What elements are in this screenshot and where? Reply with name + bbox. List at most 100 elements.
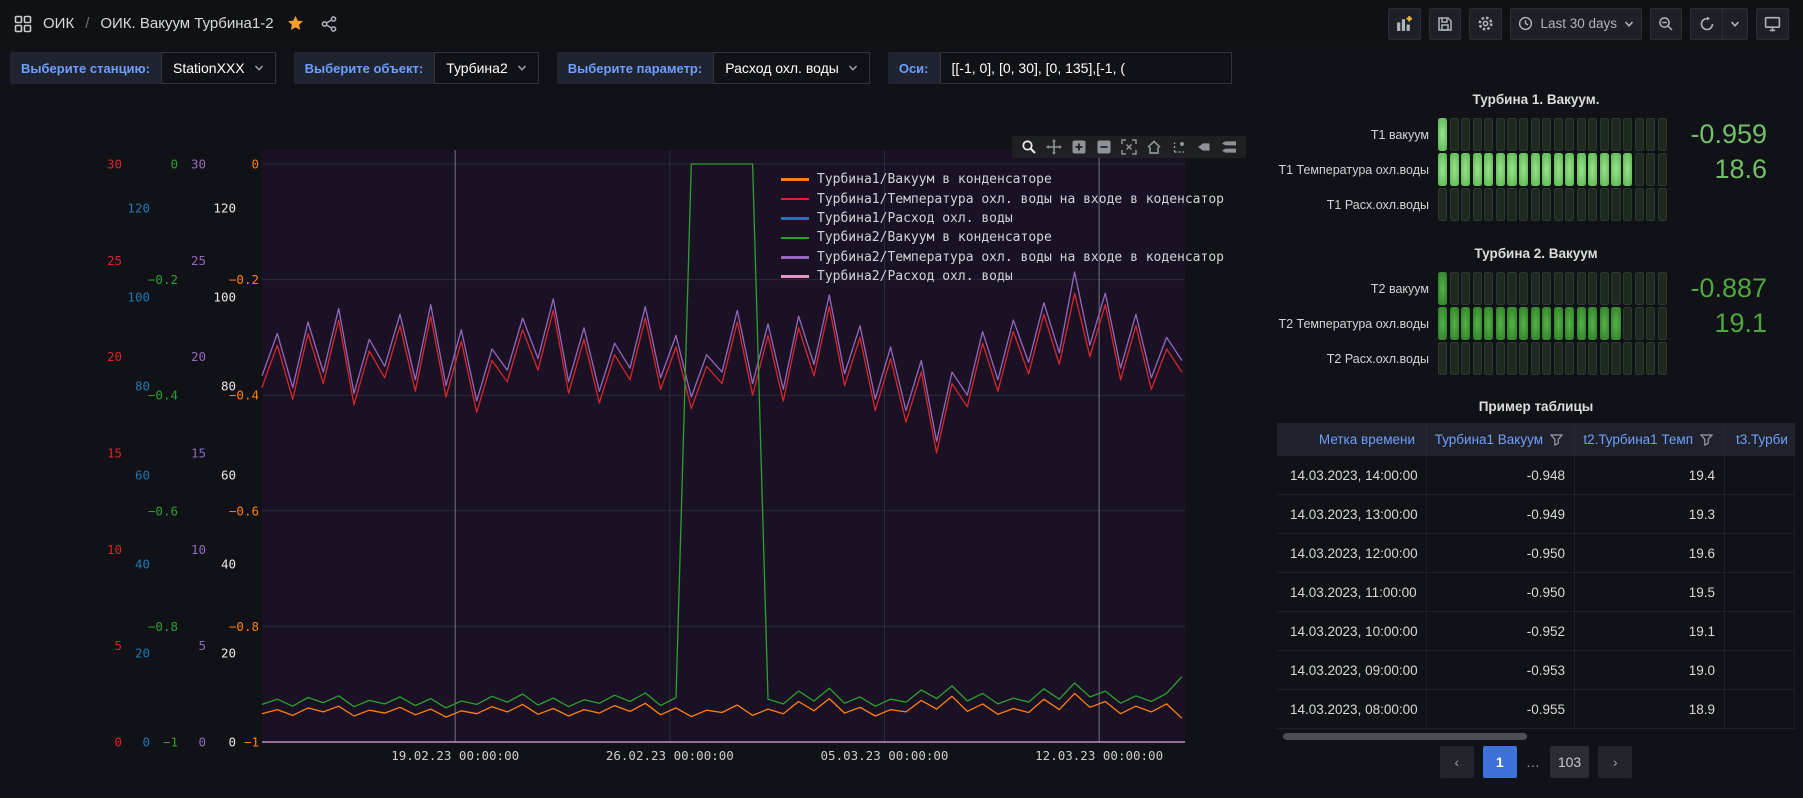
hover-closest-icon[interactable] [1196,139,1212,155]
zoom-icon[interactable] [1021,139,1037,155]
gauge-segment [1577,118,1586,151]
timeseries-chart[interactable]: 3025201510501201008060402000−0.2−0.4−0.6… [0,0,1277,798]
table-horizontal-scrollbar[interactable] [1283,733,1527,740]
gauge-bar [1438,118,1667,151]
gauge-segment [1473,342,1482,375]
refresh-button-group [1690,8,1748,40]
gauge-segment [1554,307,1563,340]
gauge-segment [1484,307,1493,340]
table-row[interactable]: 14.03.2023, 14:00:00-0.94819.4 [1277,456,1795,495]
page-button-last[interactable]: 103 [1550,746,1589,778]
legend-swatch [781,178,809,181]
gauge-segment [1600,153,1609,186]
legend-item[interactable]: Турбина2/Вакуум в конденсаторе [781,228,1224,247]
gauge-segment [1623,272,1632,305]
gauge-segment [1542,342,1551,375]
svg-text:−0.2: −0.2 [229,272,259,287]
zoom-out-time-button[interactable] [1650,8,1682,40]
tv-mode-button[interactable] [1756,8,1789,40]
refresh-interval-dropdown[interactable] [1722,8,1748,40]
gauge-segment [1646,307,1655,340]
gauge-segment [1577,153,1586,186]
gauge-segment [1600,188,1609,221]
pan-icon[interactable] [1046,139,1062,155]
gauge-segment [1588,188,1597,221]
dashboard-settings-button[interactable] [1469,8,1502,40]
time-range-label: Last 30 days [1540,16,1617,31]
gauge-bar [1438,153,1667,186]
gauge-segment [1542,153,1551,186]
legend-swatch [781,275,809,278]
gauge-value: -0.959 [1667,118,1795,151]
table-row[interactable]: 14.03.2023, 10:00:00-0.95219.1 [1277,612,1795,651]
save-dashboard-button[interactable] [1429,8,1461,40]
previous-page-button[interactable]: ‹ [1440,746,1474,778]
timestamp-cell: 14.03.2023, 12:00:00 [1277,534,1427,572]
gauge-bar [1438,342,1667,375]
gauge-row: Т2 вакуум-0.887 [1277,272,1795,305]
gauge-segment [1588,118,1597,151]
svg-text:−0.6: −0.6 [148,503,178,518]
gauge-value: -0.887 [1667,272,1795,305]
table-column-header[interactable]: t2.Турбина1 Темп [1575,423,1725,456]
gauge-segment [1611,342,1620,375]
gauge-segment [1554,188,1563,221]
gauge-label: Т1 Температура охл.воды [1277,163,1438,177]
value-cell: 19.6 [1575,534,1725,572]
value-cell: 19.0 [1575,651,1725,689]
gauge-segment [1531,188,1540,221]
table-column-header[interactable]: Метка времени [1277,423,1427,456]
page-button-current[interactable]: 1 [1483,746,1517,778]
pages-ellipsis: … [1526,754,1541,770]
gauge-segment [1588,153,1597,186]
gauge-segment [1623,153,1632,186]
timeseries-panel[interactable]: 3025201510501201008060402000−0.2−0.4−0.6… [0,0,1277,798]
table-row[interactable]: 14.03.2023, 08:00:00-0.95518.9 [1277,690,1795,729]
svg-text:5: 5 [198,638,206,653]
gauge-segment [1507,188,1516,221]
gauge-segment [1600,272,1609,305]
hover-compare-icon[interactable] [1221,139,1237,155]
gauge-segment [1554,272,1563,305]
time-range-picker[interactable]: Last 30 days [1510,8,1642,40]
reset-home-icon[interactable] [1146,139,1162,155]
chevron-down-icon [1730,19,1740,29]
gauge-segment [1611,188,1620,221]
gauge-row: Т2 Температура охл.воды19.1 [1277,307,1795,340]
table-row[interactable]: 14.03.2023, 13:00:00-0.94919.3 [1277,495,1795,534]
zoom-out-icon[interactable] [1096,139,1112,155]
table-column-header[interactable]: t3.Турби [1725,423,1795,456]
next-page-button[interactable]: › [1598,746,1632,778]
autoscale-icon[interactable] [1121,139,1137,155]
table-row[interactable]: 14.03.2023, 11:00:00-0.95019.5 [1277,573,1795,612]
legend-item[interactable]: Турбина1/Расход охл. воды [781,209,1224,228]
svg-text:60: 60 [135,468,150,483]
gauge-segment [1646,272,1655,305]
legend-item[interactable]: Турбина2/Расход охл. воды [781,267,1224,286]
table-row[interactable]: 14.03.2023, 09:00:00-0.95319.0 [1277,651,1795,690]
legend-item[interactable]: Турбина1/Температура охл. воды на входе … [781,189,1224,208]
spikelines-icon[interactable] [1171,139,1187,155]
table-column-header[interactable]: Турбина1 Вакуум [1427,423,1575,456]
zoom-in-icon[interactable] [1071,139,1087,155]
legend-item[interactable]: Турбина2/Температура охл. воды на входе … [781,248,1224,267]
table-body: 14.03.2023, 14:00:00-0.94819.414.03.2023… [1277,456,1795,729]
gauge-segment [1588,307,1597,340]
gauge-segment [1531,342,1540,375]
timestamp-cell: 14.03.2023, 13:00:00 [1277,495,1427,533]
filter-funnel-icon[interactable] [1700,434,1713,446]
gauge-segment [1438,188,1447,221]
svg-text:0: 0 [142,735,150,750]
refresh-button[interactable] [1690,8,1722,40]
gauge-segment [1507,342,1516,375]
gauge-segment [1577,188,1586,221]
gauge-segment [1646,118,1655,151]
gauge-segment [1611,272,1620,305]
add-panel-button[interactable] [1388,8,1421,40]
filter-funnel-icon[interactable] [1550,434,1563,446]
table-row[interactable]: 14.03.2023, 12:00:00-0.95019.6 [1277,534,1795,573]
gauge-label: Т1 вакуум [1277,128,1438,142]
svg-text:40: 40 [135,557,150,572]
legend-item[interactable]: Турбина1/Вакуум в конденсаторе [781,170,1224,189]
gauge-segment [1519,307,1528,340]
